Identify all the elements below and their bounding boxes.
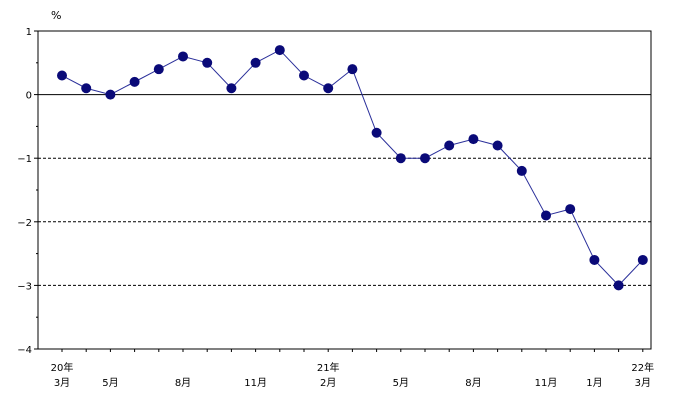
x-axis: 20年 3月 5月 8月 11月 21年 2月 5月 8月 11月 1月 22年 3月 xyxy=(51,349,654,389)
data-point xyxy=(323,83,334,94)
data-point xyxy=(637,254,648,265)
y-tick-label: −4 xyxy=(17,345,32,356)
data-point xyxy=(250,57,261,68)
x-tick-label: 1月 xyxy=(586,377,602,389)
data-point xyxy=(226,83,237,94)
data-point xyxy=(153,64,164,75)
data-point xyxy=(347,64,358,75)
plot-frame xyxy=(37,30,652,350)
x-tick-label: 5月 xyxy=(102,377,118,389)
data-point xyxy=(565,204,576,215)
data-point xyxy=(129,76,140,87)
data-point xyxy=(516,165,527,176)
y-tick-label: −3 xyxy=(17,281,32,292)
series-layer xyxy=(57,45,648,291)
y-axis: 1 0 −1 −2 −3 −4 xyxy=(17,27,38,356)
data-point xyxy=(541,210,551,221)
x-tick-label: 2月 xyxy=(320,377,336,389)
y-tick-label: −2 xyxy=(17,218,32,229)
x-tick-label: 8月 xyxy=(465,377,481,389)
data-point xyxy=(81,83,92,94)
y-tick-label: −1 xyxy=(17,154,32,165)
x-tick-label: 8月 xyxy=(175,377,191,389)
x-tick-year-label: 21年 xyxy=(317,361,340,374)
data-point xyxy=(444,140,455,151)
y-tick-label: 0 xyxy=(26,91,32,102)
data-point xyxy=(178,51,188,62)
x-tick-label: 11月 xyxy=(244,377,267,389)
x-tick-label: 3月 xyxy=(54,377,70,389)
data-point xyxy=(57,70,67,81)
series-line xyxy=(61,49,644,287)
data-point xyxy=(420,153,430,164)
data-point xyxy=(202,57,213,68)
x-tick-label: 5月 xyxy=(393,377,409,389)
data-point xyxy=(299,70,309,81)
x-tick-label: 3月 xyxy=(635,377,651,389)
data-point xyxy=(105,89,116,100)
x-tick-year-label: 20年 xyxy=(51,361,74,374)
x-tick-year-label: 22年 xyxy=(631,361,654,374)
data-point xyxy=(492,140,503,151)
data-point xyxy=(589,254,600,265)
data-point xyxy=(274,45,285,56)
data-point xyxy=(613,280,624,291)
data-point xyxy=(371,127,382,138)
y-tick-label: 1 xyxy=(26,27,32,38)
y-unit-label: % xyxy=(51,9,61,22)
data-point xyxy=(468,134,479,145)
x-tick-label: 11月 xyxy=(535,377,558,389)
data-point xyxy=(395,153,406,164)
gridlines xyxy=(38,94,651,286)
